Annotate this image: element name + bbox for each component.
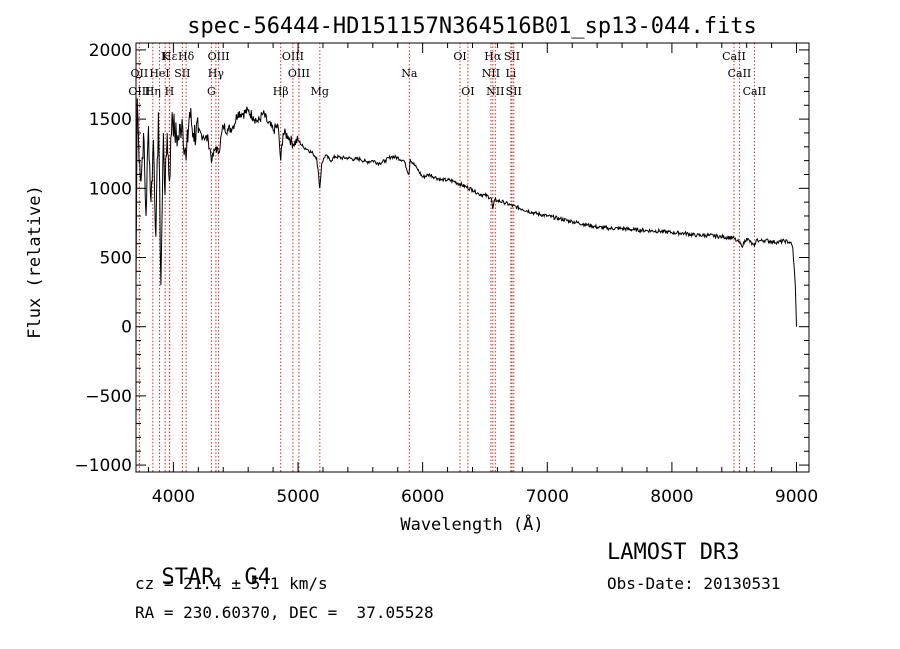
- spectral-line-label: OIII: [282, 50, 304, 63]
- subclass-label: G4: [244, 565, 271, 590]
- spectral-line-label: OIII: [208, 50, 230, 63]
- spectral-line-label: Hδ: [178, 50, 195, 63]
- spectral-line-label: SII: [174, 67, 190, 80]
- x-tick-label: 9000: [775, 487, 818, 507]
- spectral-line-label: NII: [486, 85, 504, 98]
- y-tick-label: 1000: [89, 179, 132, 199]
- redshift-readout: cz = 21.4 ± 5.1 km/s: [135, 574, 328, 593]
- plot-frame: [135, 42, 810, 473]
- spectral-line-label: Mg: [311, 85, 329, 98]
- y-tick-label: −500: [85, 387, 132, 407]
- class-label: STAR: [161, 565, 215, 590]
- y-axis-label: Flux (relative): [25, 185, 45, 339]
- spectral-line-label: Hβ: [273, 85, 289, 98]
- spectrum-flux-line: [135, 98, 797, 327]
- y-tick-label: −1000: [74, 456, 132, 476]
- spectral-line-label: OIII: [288, 67, 310, 80]
- spectral-line-label: OI: [461, 85, 474, 98]
- x-tick-label: 8000: [650, 487, 693, 507]
- spectral-line-label: G: [207, 85, 216, 98]
- y-tick-label: 2000: [89, 41, 132, 61]
- spectral-line-label: SII: [506, 85, 522, 98]
- spectral-line-label: CaII: [728, 67, 752, 80]
- x-axis-label: Wavelength (Å): [400, 513, 543, 535]
- survey-label: LAMOST DR3: [607, 540, 740, 565]
- spectral-line-label: Hγ: [208, 67, 225, 80]
- x-tick-label: 7000: [526, 487, 569, 507]
- y-tick-label: 1500: [89, 110, 132, 130]
- chart-title: spec-56444-HD151157N364516B01_sp13-044.f…: [187, 14, 757, 39]
- x-tick-label: 4000: [152, 487, 195, 507]
- y-tick-label: 500: [100, 249, 132, 269]
- spectral-line-label: CaII: [722, 50, 746, 63]
- spectral-line-label: NII: [482, 67, 500, 80]
- x-tick-label: 6000: [401, 487, 444, 507]
- spectral-line-label: CaII: [743, 85, 767, 98]
- spectral-line-label: Hε: [162, 50, 178, 63]
- object-class: STAR G4: [135, 540, 271, 590]
- spectral-line-label: Hη: [145, 85, 161, 98]
- spectral-line-label: H: [165, 85, 175, 98]
- spectral-line-label: SII: [504, 50, 520, 63]
- x-tick-label: 5000: [276, 487, 319, 507]
- spectral-line-label: HeI: [149, 67, 169, 80]
- spectral-line-label: OI: [453, 50, 466, 63]
- obs-date: Obs-Date: 20130531: [607, 574, 781, 593]
- coordinates-readout: RA = 230.60370, DEC = 37.05528: [135, 603, 434, 622]
- spectral-line-label: OII: [131, 67, 149, 80]
- spectral-line-label: K: [161, 50, 170, 63]
- y-tick-label: 0: [121, 318, 132, 338]
- spectral-line-label: Li: [505, 67, 516, 80]
- axis-ticks: 4000 5000 6000 7000 8000 9000 −1000 −500 0 500 100…: [74, 41, 818, 507]
- spectral-line-label: Hα: [484, 50, 502, 63]
- spectral-line-label: Na: [401, 67, 418, 80]
